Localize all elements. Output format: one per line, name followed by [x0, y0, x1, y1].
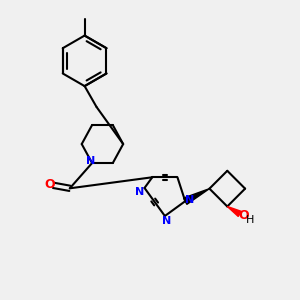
- Text: N: N: [185, 195, 194, 205]
- Text: H: H: [245, 215, 254, 225]
- Text: O: O: [238, 208, 249, 222]
- Text: N: N: [162, 216, 171, 226]
- Polygon shape: [184, 189, 209, 204]
- Text: N: N: [86, 156, 95, 166]
- Polygon shape: [227, 206, 241, 217]
- Text: N: N: [135, 188, 145, 197]
- Text: O: O: [45, 178, 55, 191]
